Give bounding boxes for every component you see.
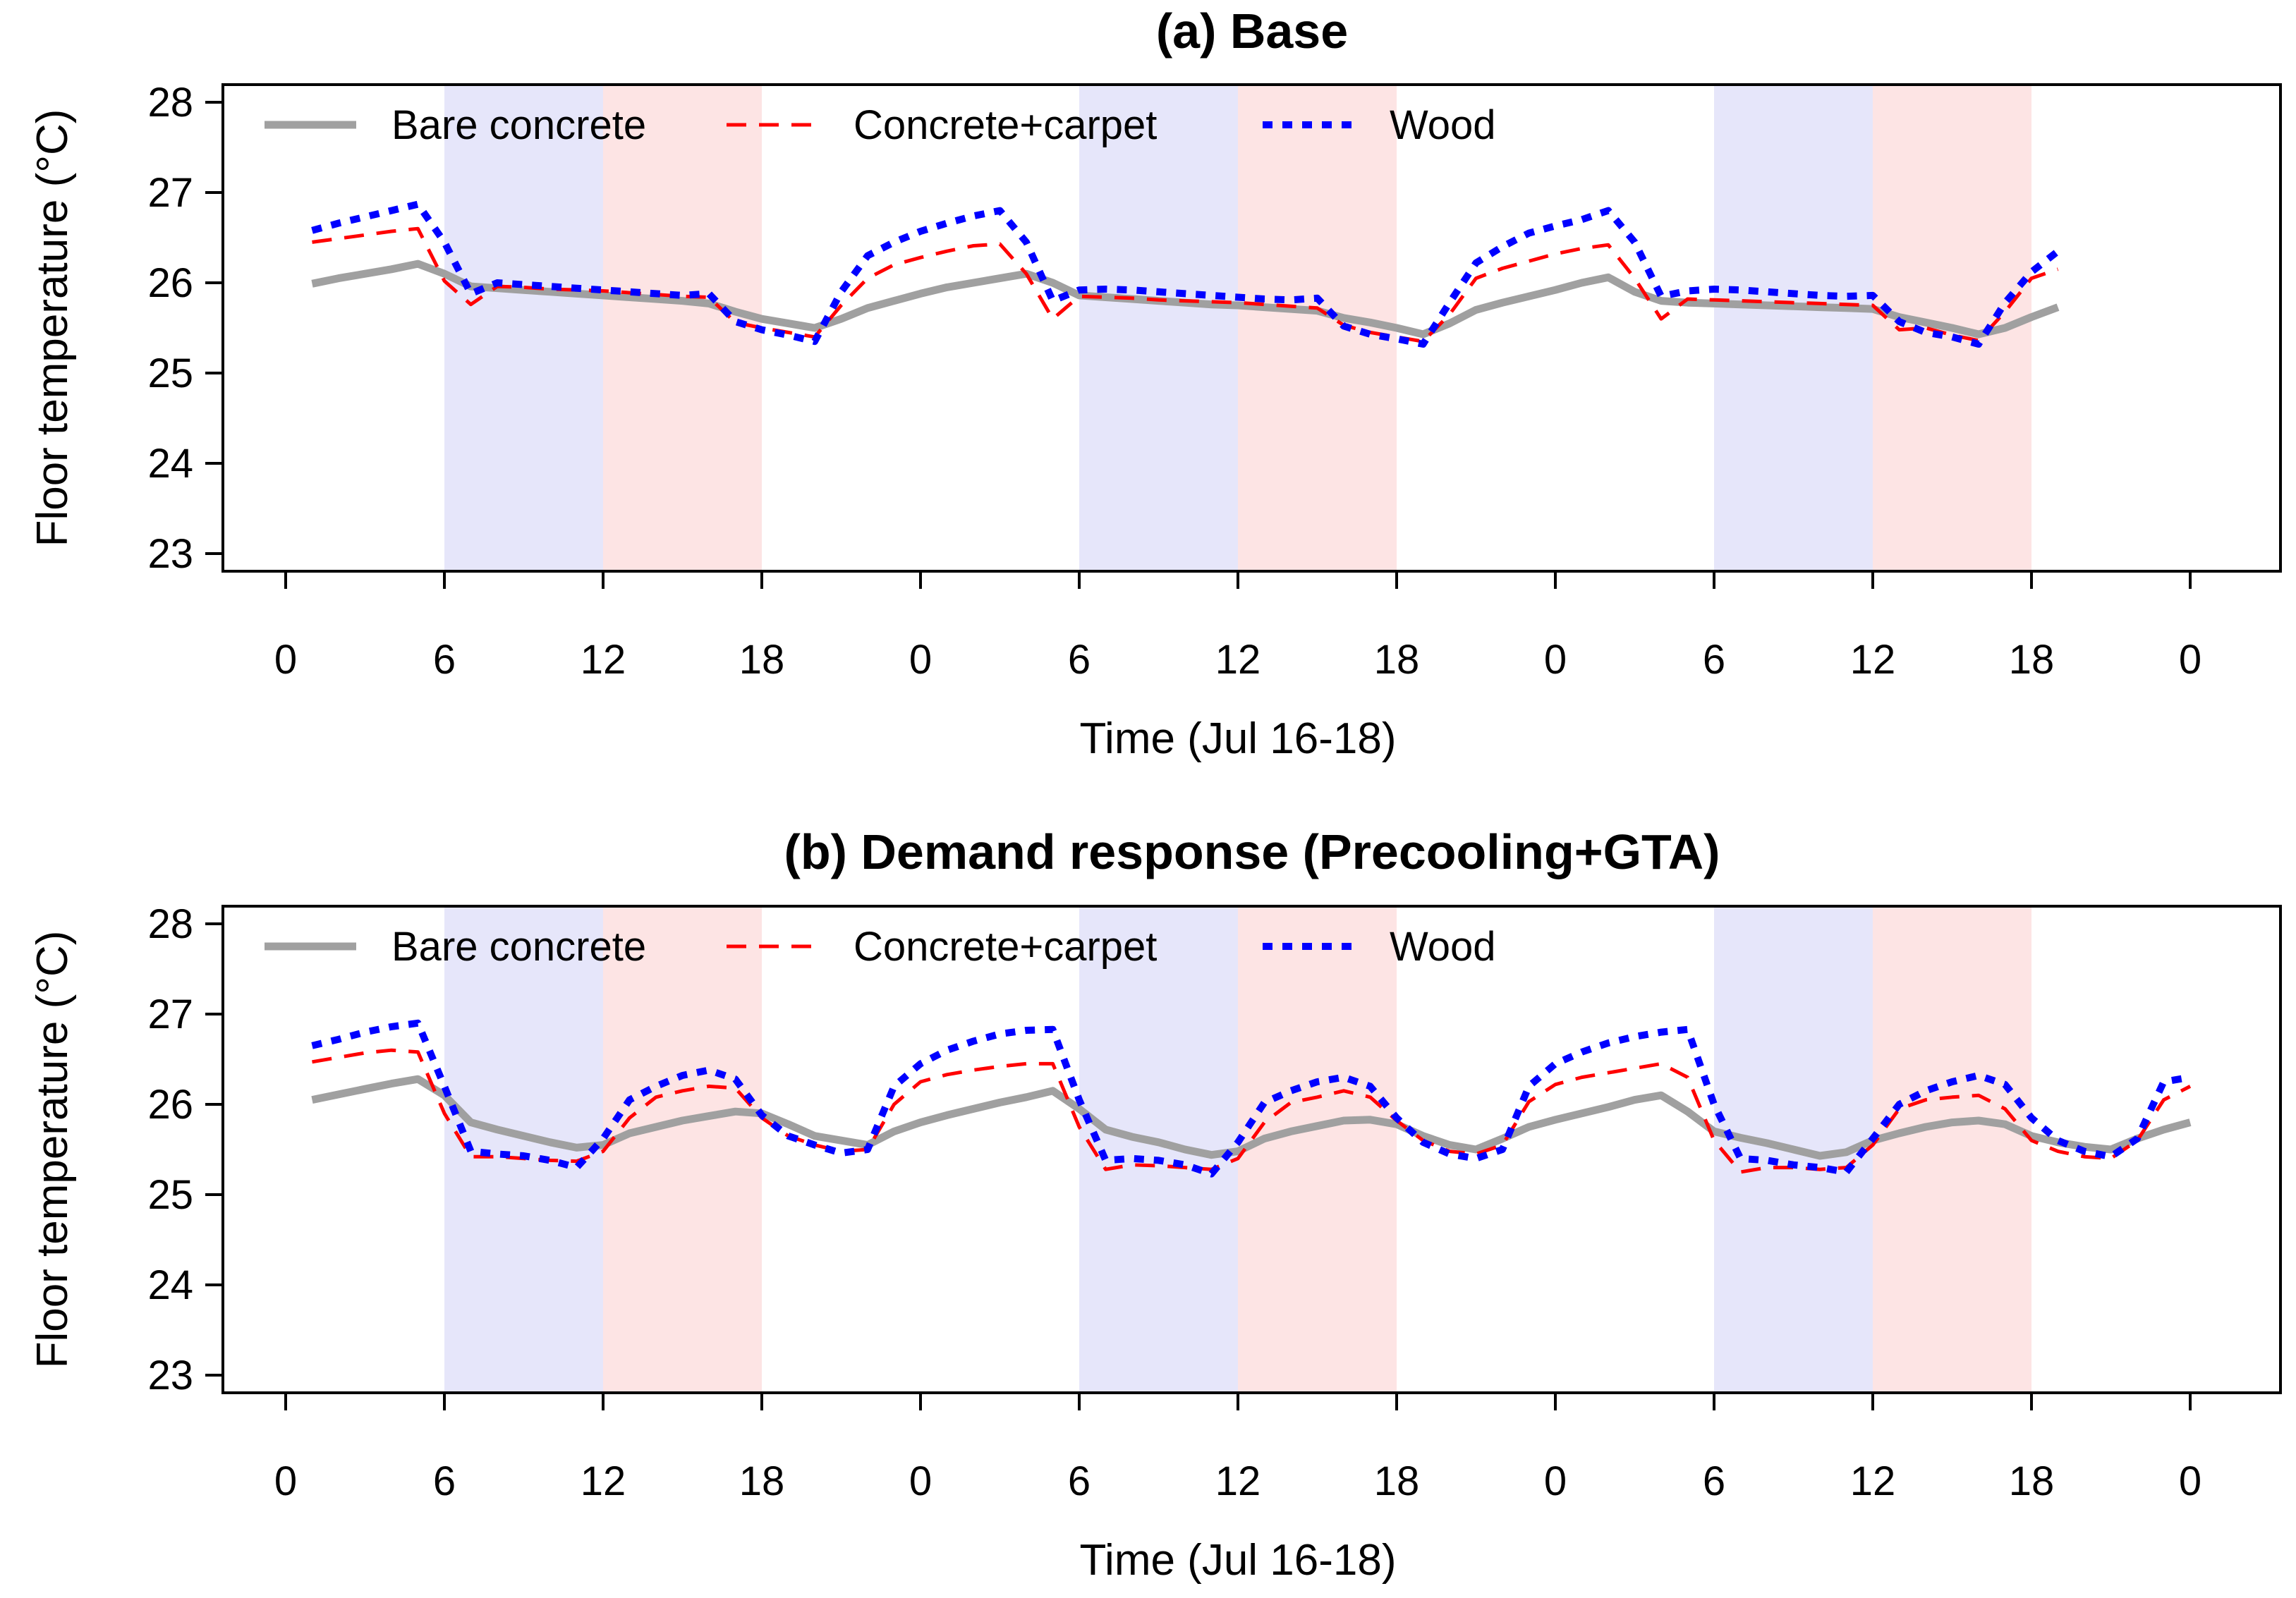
x-tick-label: 12 — [581, 1458, 626, 1504]
legend: Bare concrete Concrete+carpet Wood — [265, 102, 1495, 148]
series-line-wood — [311, 1019, 2191, 1178]
peak-band — [603, 85, 762, 571]
x-tick-label: 0 — [2179, 637, 2201, 683]
peak-band — [603, 906, 762, 1393]
legend-label-concrete-carpet: Concrete+carpet — [854, 924, 1157, 970]
x-tick-label: 12 — [1215, 637, 1261, 683]
y-axis-label: Floor temperature (°C) — [28, 109, 77, 547]
x-tick-label: 0 — [274, 1458, 297, 1504]
y-tick-label: 27 — [147, 170, 193, 216]
x-tick-label: 18 — [1374, 637, 1420, 683]
y-tick-label: 24 — [147, 1262, 193, 1308]
y-tick-label: 23 — [147, 531, 193, 577]
x-tick-label: 0 — [274, 637, 297, 683]
precooling-band — [1079, 85, 1238, 571]
x-tick-label: 0 — [909, 637, 932, 683]
y-axis-label: Floor temperature (°C) — [28, 931, 77, 1369]
x-tick-label: 12 — [1850, 1458, 1896, 1504]
x-tick-label: 12 — [581, 637, 626, 683]
peak-band — [1873, 906, 2031, 1393]
y-tick-label: 28 — [147, 901, 193, 947]
y-tick-label: 27 — [147, 992, 193, 1037]
legend: Bare concrete Concrete+carpet Wood — [265, 924, 1495, 970]
x-tick-label: 0 — [1544, 1458, 1567, 1504]
series-line-wood — [311, 200, 2060, 348]
y-tick-label: 26 — [147, 1082, 193, 1128]
precooling-band — [1079, 906, 1238, 1393]
x-axis-label: Time (Jul 16-18) — [1079, 1536, 1396, 1585]
x-tick-label: 12 — [1215, 1458, 1261, 1504]
x-tick-label: 18 — [1374, 1458, 1420, 1504]
x-tick-label: 6 — [1068, 1458, 1091, 1504]
y-axis: 23 24 25 26 27 28 — [147, 901, 224, 1398]
y-tick-label: 23 — [147, 1353, 193, 1398]
chart-title: (a) Base — [1156, 4, 1348, 59]
panel-b: (b) Demand response (Precooling+GTA) 232… — [28, 824, 2282, 1585]
legend-label-wood: Wood — [1390, 924, 1495, 970]
x-tick-label: 18 — [739, 1458, 785, 1504]
x-tick-label: 6 — [1703, 1458, 1725, 1504]
legend-label-bare-concrete: Bare concrete — [391, 102, 646, 148]
panel-a: (a) Base 23 24 25 26 27 28 0 6 12 18 0 6 12 18 0 6 12 18… — [28, 4, 2282, 763]
x-tick-label: 18 — [739, 637, 785, 683]
x-tick-label: 18 — [2009, 637, 2055, 683]
x-tick-label: 6 — [1068, 637, 1091, 683]
shaded-bands — [444, 85, 2031, 571]
y-tick-label: 26 — [147, 260, 193, 306]
y-tick-label: 28 — [147, 80, 193, 126]
peak-band — [1238, 906, 1397, 1393]
x-tick-label: 6 — [433, 1458, 456, 1504]
legend-label-concrete-carpet: Concrete+carpet — [854, 102, 1157, 148]
x-tick-label: 0 — [909, 1458, 932, 1504]
x-tick-label: 0 — [1544, 637, 1567, 683]
x-tick-label: 6 — [1703, 637, 1725, 683]
chart-title: (b) Demand response (Precooling+GTA) — [784, 824, 1720, 879]
precooling-band — [444, 85, 603, 571]
legend-label-bare-concrete: Bare concrete — [391, 924, 646, 970]
series-line-concrete-carpet — [312, 1048, 2192, 1174]
y-tick-label: 25 — [147, 350, 193, 396]
x-tick-label: 18 — [2009, 1458, 2055, 1504]
series-lines — [311, 1019, 2192, 1178]
x-tick-label: 0 — [2179, 1458, 2201, 1504]
y-axis: 23 24 25 26 27 28 — [147, 80, 224, 577]
legend-label-wood: Wood — [1390, 102, 1495, 148]
x-axis: 0 6 12 18 0 6 12 18 0 6 12 18 0 — [274, 1391, 2201, 1504]
x-axis-label: Time (Jul 16-18) — [1079, 714, 1396, 763]
peak-band — [1238, 85, 1397, 571]
precooling-band — [1714, 85, 1873, 571]
x-axis: 0 6 12 18 0 6 12 18 0 6 12 18 0 — [274, 570, 2201, 683]
x-tick-label: 12 — [1850, 637, 1896, 683]
x-tick-label: 6 — [433, 637, 456, 683]
series-line-concrete-carpet — [312, 226, 2059, 343]
y-tick-label: 24 — [147, 441, 193, 487]
series-lines — [311, 200, 2060, 348]
series-line-bare-concrete — [311, 260, 2060, 338]
y-tick-label: 25 — [147, 1172, 193, 1218]
